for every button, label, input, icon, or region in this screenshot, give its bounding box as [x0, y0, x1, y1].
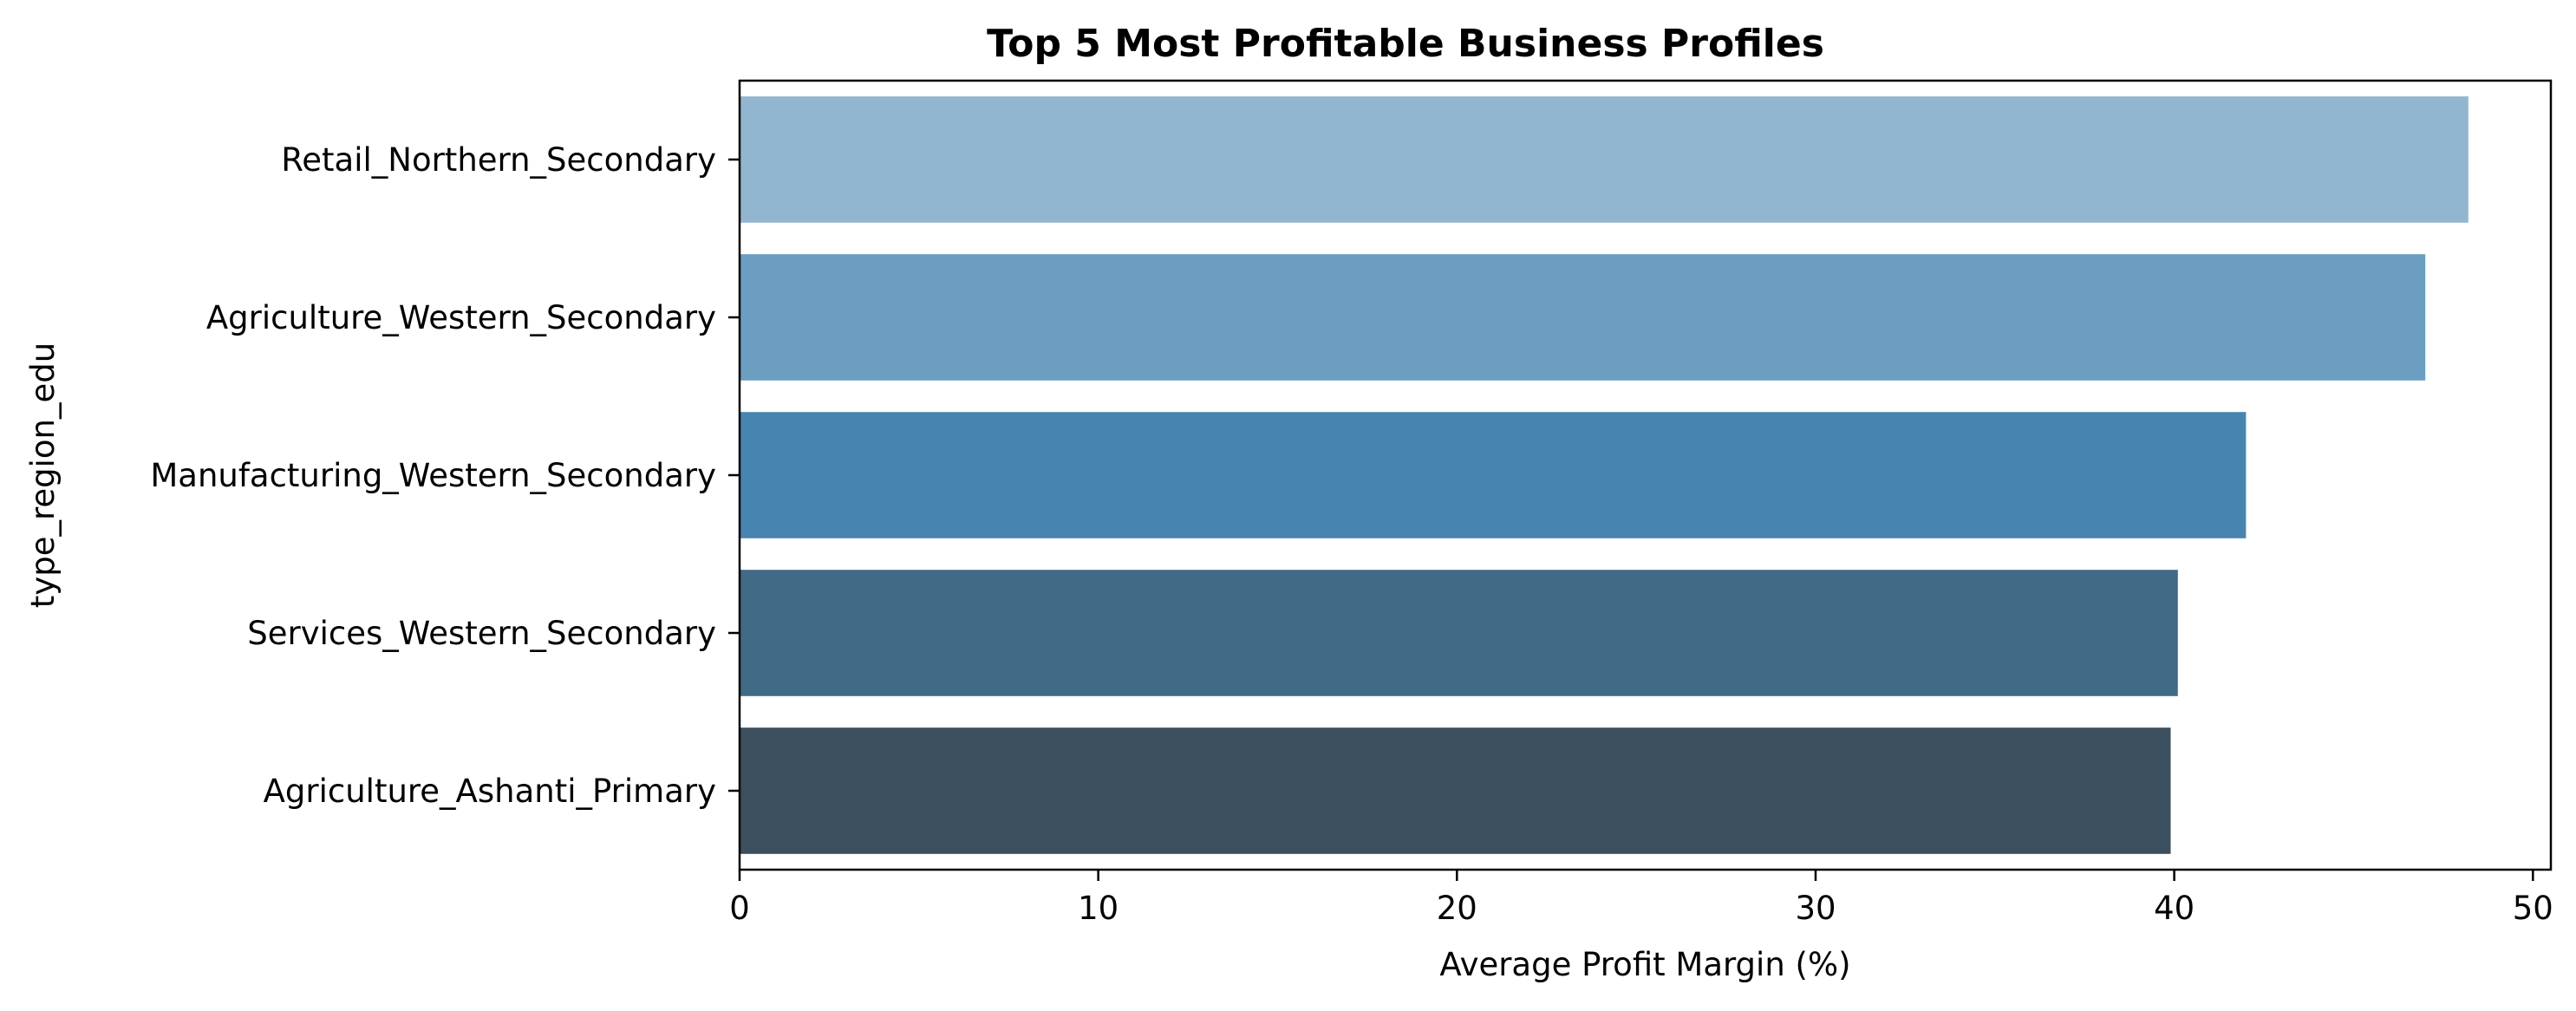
y-tick-label: Manufacturing_Western_Secondary: [150, 457, 716, 494]
x-tick-label: 10: [1078, 890, 1118, 927]
bar-3: [740, 412, 2247, 538]
x-tick-label: 50: [2513, 890, 2553, 927]
y-tick-label: Agriculture_Western_Secondary: [206, 299, 716, 336]
bars-group: [740, 96, 2468, 854]
x-tick-label: 40: [2154, 890, 2194, 927]
y-axis-ticks: Retail_Northern_Secondary Agriculture_Wes…: [150, 141, 740, 810]
bar-4: [740, 570, 2178, 696]
bar-1: [740, 96, 2468, 223]
y-axis-label: type_region_edu: [24, 342, 62, 608]
plot-frame: [738, 79, 2553, 871]
x-tick-label: 0: [729, 890, 750, 927]
x-tick-label: 30: [1795, 890, 1836, 927]
y-tick-label: Agriculture_Ashanti_Primary: [264, 773, 716, 810]
chart-title: Top 5 Most Profitable Business Profiles: [987, 22, 1824, 66]
bar-5: [740, 727, 2171, 854]
y-tick-label: Retail_Northern_Secondary: [281, 141, 716, 179]
y-tick-label: Services_Western_Secondary: [247, 615, 716, 652]
x-axis-ticks: 0 10 20 30 40 50: [729, 870, 2553, 927]
x-tick-label: 20: [1437, 890, 1477, 927]
x-axis-label: Average Profit Margin (%): [1439, 946, 1850, 983]
bar-2: [740, 254, 2426, 381]
